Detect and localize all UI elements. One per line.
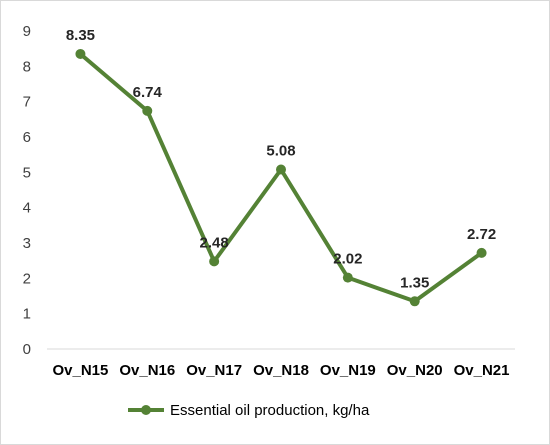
x-tick-label: Ov_N19: [320, 362, 376, 379]
data-point-marker: [75, 48, 86, 59]
data-point-marker: [142, 105, 153, 116]
data-label: 2.48: [200, 234, 229, 251]
y-tick-label: 4: [23, 200, 31, 217]
data-label: 2.02: [333, 251, 362, 268]
data-labels: 8.35 6.74 2.48 5.08 2.02 1.35 2.72: [66, 27, 496, 291]
x-tick-label: Ov_N21: [454, 362, 510, 379]
x-tick-label: Ov_N20: [387, 362, 443, 379]
y-tick-label: 5: [23, 164, 31, 181]
data-label: 1.35: [400, 274, 429, 291]
y-tick-label: 6: [23, 129, 31, 146]
x-axis: Ov_N15 Ov_N16 Ov_N17 Ov_N18 Ov_N19 Ov_N20 Ov_N…: [47, 348, 515, 379]
y-axis: 0 1 2 3 4 5 6 7 8 9: [23, 23, 31, 358]
y-tick-label: 3: [23, 235, 31, 252]
x-tick-label: Ov_N15: [52, 362, 108, 379]
y-tick-label: 7: [23, 94, 31, 111]
legend: Essential oil production, kg/ha: [128, 402, 370, 419]
data-point-marker: [476, 247, 487, 258]
legend-marker: [141, 405, 151, 415]
y-tick-label: 0: [23, 341, 31, 358]
data-label: 5.08: [266, 143, 295, 160]
x-tick-label: Ov_N18: [253, 362, 309, 379]
data-point-marker: [409, 296, 420, 307]
data-point-marker: [209, 256, 220, 267]
data-label: 8.35: [66, 27, 95, 44]
data-point-marker: [276, 164, 286, 175]
y-tick-label: 8: [23, 58, 31, 75]
y-tick-label: 1: [23, 306, 31, 323]
data-point-marker: [342, 272, 353, 283]
x-tick-label: Ov_N17: [186, 362, 242, 379]
legend-label: Essential oil production, kg/ha: [170, 402, 370, 419]
data-label: 6.74: [133, 84, 163, 101]
x-tick-label: Ov_N16: [119, 362, 175, 379]
y-tick-label: 2: [23, 270, 31, 287]
y-tick-label: 9: [23, 23, 31, 40]
markers: [75, 48, 487, 307]
data-label: 2.72: [467, 226, 496, 243]
